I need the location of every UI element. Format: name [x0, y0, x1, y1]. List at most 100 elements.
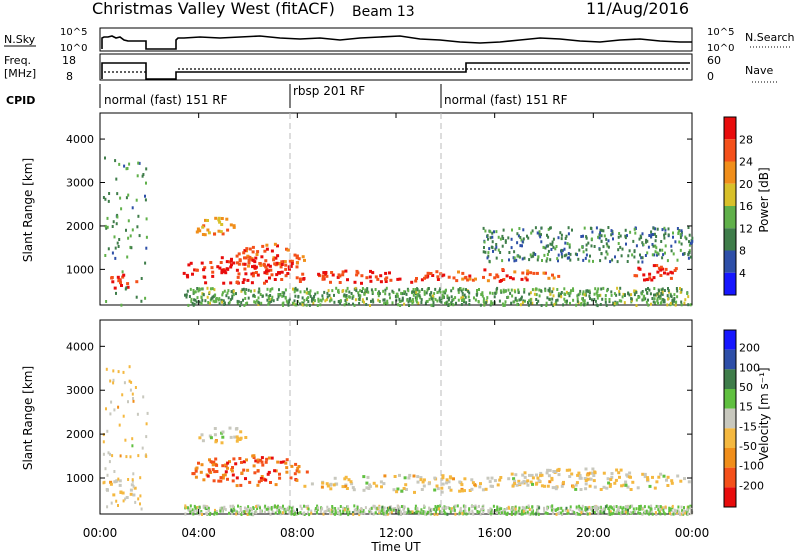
range-cell [229, 223, 233, 227]
range-cell [242, 468, 246, 472]
range-cell [482, 300, 485, 303]
range-cell [539, 235, 542, 239]
range-cell [263, 263, 266, 267]
range-cell [412, 293, 415, 297]
range-cell [270, 299, 273, 303]
range-cell [502, 278, 506, 281]
range-cell [668, 506, 671, 510]
range-cell [577, 293, 580, 297]
range-cell [537, 479, 541, 483]
range-cell [563, 254, 566, 258]
range-cell [566, 299, 568, 303]
range-cell [560, 511, 563, 515]
range-cell [383, 510, 386, 514]
range-cell [214, 457, 218, 461]
range-cell [284, 296, 287, 300]
range-cell [290, 512, 293, 516]
range-cell [485, 301, 488, 305]
range-cell [129, 492, 133, 496]
range-cell [276, 297, 279, 301]
range-cell [248, 508, 251, 512]
range-cell [332, 483, 336, 487]
range-cell [678, 240, 681, 244]
range-cell [288, 259, 292, 263]
range-cell [604, 256, 607, 260]
range-cell [517, 509, 520, 513]
range-cell [203, 233, 207, 237]
range-cell [221, 293, 224, 297]
range-cell [559, 231, 562, 235]
colorbar-tick-label: 8 [739, 245, 746, 258]
range-cell [547, 474, 551, 478]
range-cell [266, 263, 270, 267]
range-cell [653, 232, 656, 236]
range-cell [287, 265, 291, 269]
range-cell [547, 276, 551, 280]
range-cell [128, 162, 131, 166]
range-cell [679, 290, 682, 294]
range-cell [344, 484, 348, 488]
range-cell [578, 504, 581, 508]
range-cell [493, 479, 497, 483]
range-cell [491, 240, 494, 244]
range-cell [646, 277, 650, 281]
range-cell [250, 289, 252, 293]
range-cell [325, 482, 329, 486]
range-cell [209, 301, 211, 305]
range-cell [463, 504, 465, 508]
range-cell [355, 273, 359, 277]
range-cell [687, 226, 690, 229]
range-cell [532, 509, 534, 513]
range-cell [270, 273, 274, 277]
range-cell [210, 266, 214, 270]
range-cell [433, 292, 436, 296]
range-cell [187, 263, 191, 267]
range-cell [635, 304, 638, 307]
range-cell [398, 288, 401, 292]
range-cell [583, 477, 587, 480]
range-cell [610, 290, 613, 294]
range-cell [284, 288, 287, 292]
range-cell [690, 508, 693, 512]
range-cell [602, 245, 605, 249]
range-cell [578, 476, 582, 480]
range-cell [296, 261, 299, 265]
range-cell [115, 499, 118, 503]
range-cell [399, 304, 402, 307]
range-cell [584, 303, 587, 307]
range-cell [552, 237, 555, 241]
range-cell [450, 289, 453, 293]
range-cell [328, 293, 331, 297]
range-cell [607, 507, 610, 510]
range-cell [245, 507, 248, 511]
range-cell [635, 244, 638, 248]
range-cell [247, 264, 250, 268]
range-cell [297, 512, 300, 515]
range-cell [599, 488, 603, 491]
range-cell [216, 265, 220, 269]
range-cell [563, 247, 566, 251]
range-cell [492, 249, 494, 253]
range-cell [687, 505, 690, 509]
range-cell [583, 303, 586, 307]
range-cell [679, 236, 682, 239]
range-cell [642, 273, 646, 277]
range-cell [624, 507, 627, 511]
range-cell [501, 234, 504, 238]
range-cell [202, 293, 205, 297]
range-cell [560, 484, 564, 488]
range-cell [440, 486, 444, 490]
range-cell [307, 296, 310, 300]
range-cell [433, 512, 436, 516]
range-cell [285, 470, 289, 474]
range-cell [617, 242, 620, 245]
range-cell [461, 299, 463, 302]
range-cell [430, 297, 433, 301]
range-cell [506, 507, 508, 511]
range-cell [610, 475, 614, 479]
range-cell [551, 486, 555, 490]
range-cell [461, 291, 464, 295]
range-cell [107, 199, 110, 203]
range-cell [514, 507, 517, 511]
range-cell [225, 217, 229, 221]
